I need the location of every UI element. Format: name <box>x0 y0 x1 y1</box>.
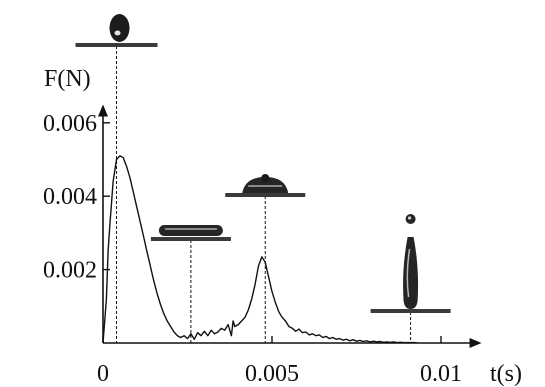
x-tick-label: 0.01 <box>420 361 462 387</box>
y-axis-arrow <box>98 104 108 117</box>
force-curve <box>102 155 418 344</box>
droplet-rim-highlight <box>248 185 283 187</box>
y-tick-label: 0.002 <box>43 258 97 284</box>
droplet-highlight <box>114 30 121 36</box>
substrate <box>75 43 158 47</box>
droplet-peak <box>261 174 270 182</box>
droplet-marker-sphere <box>75 14 158 343</box>
droplet-marker-vertical-jet <box>370 214 451 343</box>
droplet-rim-highlight <box>164 228 217 230</box>
x-tick-label: 0.005 <box>245 361 299 387</box>
droplet-marker-small-dome <box>225 174 306 343</box>
x-tick-label: 0 <box>97 361 109 387</box>
droplet-satellite-highlight <box>407 216 412 220</box>
droplet-pancake-icon <box>158 225 223 236</box>
droplet-markers <box>75 14 451 343</box>
x-axis-label: t(s) <box>490 361 522 387</box>
series-layer <box>102 155 418 344</box>
droplet-marker-flat-pancake <box>150 225 231 343</box>
droplet-sphere-icon <box>109 14 130 42</box>
substrate <box>370 309 451 313</box>
y-axis-label: F(N) <box>44 66 91 92</box>
tick-labels: 0 0.005 0.01 0.002 0.004 0.006 <box>43 111 462 387</box>
droplet-jet-icon <box>403 237 419 309</box>
substrate <box>150 237 231 241</box>
droplet-jet-highlight <box>406 248 411 298</box>
y-tick-label: 0.004 <box>43 184 97 210</box>
y-tick-label: 0.006 <box>43 111 97 137</box>
x-axis-arrow <box>469 338 482 348</box>
substrate <box>225 193 306 197</box>
